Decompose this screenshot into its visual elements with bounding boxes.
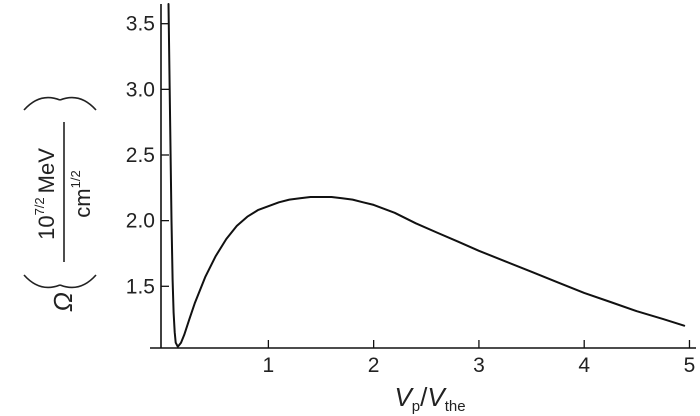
y-label-right-paren <box>23 96 61 111</box>
x-label-slash: / <box>420 382 428 412</box>
x-tick-label: 4 <box>578 354 590 377</box>
y-label-unit-den: cm <box>70 188 95 217</box>
y-label-right-paren-lower <box>59 96 97 111</box>
y-axis-label: Ω 107/2 MeV cm1/2 <box>23 96 97 312</box>
y-label-numerator: 107/2 MeV <box>32 148 59 240</box>
y-label-left-paren-lower <box>59 274 97 289</box>
y-label-base: 10 <box>34 215 59 239</box>
x-tick-label: 5 <box>684 354 696 377</box>
x-ticks: 1 2 3 4 5 <box>263 340 696 377</box>
x-label-var2: V <box>427 382 447 412</box>
y-label-unit-den-exp: 1/2 <box>68 170 83 188</box>
y-label-symbol: Ω <box>48 292 78 312</box>
x-tick-label: 1 <box>263 354 275 377</box>
x-label-sub1: p <box>412 398 420 415</box>
y-label-denominator: cm1/2 <box>68 170 95 217</box>
y-label-exponent: 7/2 <box>32 197 47 215</box>
axes <box>150 4 696 349</box>
y-tick-label: 2.5 <box>126 144 155 167</box>
x-label-sub2: the <box>445 398 466 415</box>
y-label-left-paren <box>23 274 61 289</box>
y-tick-label: 3.0 <box>126 78 155 101</box>
x-tick-label: 2 <box>368 354 380 377</box>
x-tick-label: 3 <box>473 354 485 377</box>
y-label-unit-num: MeV <box>34 148 59 194</box>
x-axis-label: Vp/Vthe <box>394 382 465 415</box>
y-tick-label: 2.0 <box>126 210 155 233</box>
y-tick-label: 1.5 <box>126 275 155 298</box>
y-ticks: 1.5 2.0 2.5 3.0 3.5 <box>126 13 169 298</box>
series-layer <box>167 3 686 348</box>
y-tick-label: 3.5 <box>126 13 155 36</box>
series-line-0 <box>167 3 686 348</box>
x-label-var1: V <box>394 382 414 412</box>
